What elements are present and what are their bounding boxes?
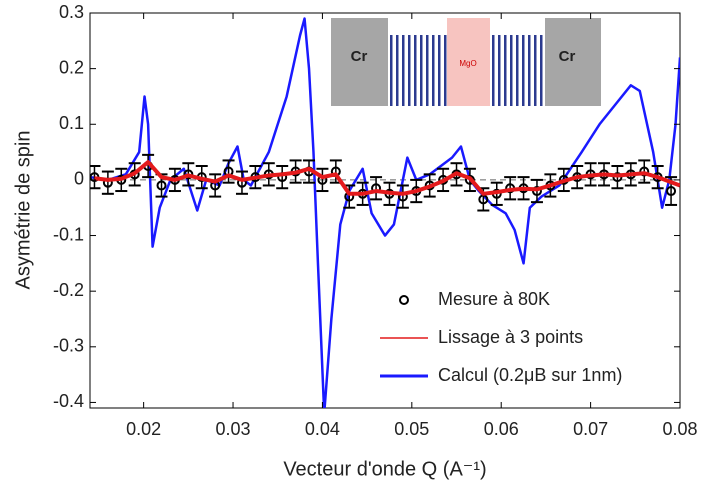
y-tick-label: 0.3: [59, 2, 84, 22]
inset-layers-left: [388, 35, 447, 106]
data-point: [183, 169, 194, 180]
x-tick-label: 0.04: [305, 419, 340, 439]
legend-label: Mesure à 80K: [438, 289, 550, 309]
inset-mgo: [447, 18, 490, 106]
y-axis-label: Asymétrie de spin: [12, 131, 34, 290]
y-tick-label: -0.4: [53, 391, 84, 411]
y-tick-label: 0.2: [59, 57, 84, 77]
legend-label: Calcul (0.2μB sur 1nm): [438, 365, 622, 385]
inset-layers-right: [490, 35, 545, 106]
x-tick-label: 0.03: [216, 419, 251, 439]
x-tick-label: 0.07: [573, 419, 608, 439]
inset-label: Cr: [559, 48, 576, 65]
error-point: [665, 176, 678, 206]
x-tick-label: 0.02: [126, 419, 161, 439]
y-tick-label: -0.1: [53, 224, 84, 244]
legend: Mesure à 80K Lissage à 3 points Calcul (0.…: [372, 280, 678, 400]
legend-box: [372, 280, 678, 400]
inset-label: MgO: [459, 59, 476, 68]
y-tick-label: -0.3: [53, 336, 84, 356]
plot-layer: [90, 17, 680, 408]
inset: Cr MgO Cr: [331, 18, 601, 106]
error-point: [276, 164, 289, 190]
data-point: [666, 186, 677, 197]
legend-label: Lissage à 3 points: [438, 327, 583, 347]
error-point: [101, 170, 114, 195]
data-point: [156, 180, 167, 191]
x-axis-label: Vecteur d'onde Q (A⁻¹): [283, 458, 486, 480]
error-point: [209, 173, 222, 198]
inset-cr-right: [545, 18, 601, 106]
inset-cr-left: [331, 18, 388, 106]
y-tick-label: 0: [74, 169, 84, 189]
y-tick-label: 0.1: [59, 113, 84, 133]
x-tick-label: 0.05: [394, 419, 429, 439]
y-tick-label: -0.2: [53, 280, 84, 300]
x-tick-label: 0.08: [662, 419, 697, 439]
inset-label: Cr: [351, 48, 368, 65]
series-line: [94, 160, 680, 196]
legend-marker: [399, 295, 409, 305]
x-tick-label: 0.06: [484, 419, 519, 439]
